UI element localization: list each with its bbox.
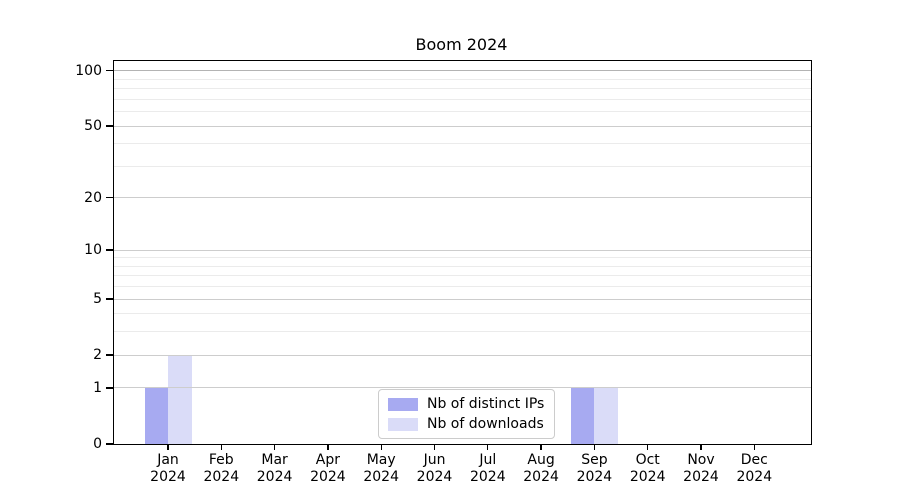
- x-axis-tick: [380, 444, 382, 450]
- y-axis-tick: [106, 197, 113, 199]
- x-axis-tick-label: Jan 2024: [133, 452, 203, 486]
- y-axis-tick-label: 10: [84, 242, 102, 259]
- x-axis-tick: [700, 444, 702, 450]
- bar: [144, 387, 168, 444]
- x-axis-tick-label: Jul 2024: [453, 452, 523, 486]
- x-axis-tick-label: Feb 2024: [186, 452, 256, 486]
- month-label: May: [366, 452, 396, 468]
- month-label: Nov: [687, 452, 715, 468]
- major-gridline: [114, 197, 811, 199]
- y-axis-tick-label: 2: [93, 347, 102, 364]
- x-axis-tick: [433, 444, 436, 450]
- minor-gridline: [114, 98, 811, 100]
- y-axis-tick-label: 100: [75, 62, 102, 79]
- minor-gridline: [114, 111, 811, 113]
- month-label: Mar: [261, 452, 288, 468]
- month-label: Oct: [635, 452, 660, 468]
- major-gridline: [114, 125, 811, 127]
- x-axis-tick: [593, 444, 596, 450]
- x-axis-tick: [487, 444, 489, 450]
- month-label: Jul: [479, 452, 497, 468]
- year-label: 2024: [256, 469, 293, 485]
- minor-gridline: [114, 88, 811, 90]
- major-gridline: [114, 298, 811, 300]
- bar: [594, 387, 618, 444]
- minor-gridline: [114, 143, 811, 145]
- legend-swatch-distinct-ips: [388, 397, 418, 411]
- legend-label: Nb of distinct IPs: [427, 396, 545, 412]
- year-label: 2024: [736, 469, 773, 485]
- x-axis-tick: [273, 444, 276, 450]
- minor-gridline: [114, 275, 811, 277]
- year-label: 2024: [203, 469, 240, 485]
- y-axis-tick-label: 5: [93, 291, 102, 308]
- minor-gridline: [114, 313, 811, 315]
- month-label: Apr: [315, 452, 340, 468]
- y-axis-tick-label: 50: [84, 118, 102, 135]
- month-label: Feb: [208, 452, 234, 468]
- x-axis-tick: [540, 444, 542, 450]
- y-axis-tick: [106, 70, 113, 72]
- month-label: Dec: [740, 452, 768, 468]
- major-gridline: [114, 70, 811, 72]
- y-axis-tick: [106, 443, 113, 445]
- y-axis-tick-label: 0: [93, 436, 102, 452]
- minor-gridline: [114, 257, 811, 259]
- year-label: 2024: [469, 469, 506, 485]
- x-axis-tick: [753, 444, 755, 450]
- plot-area: Nb of distinct IPs Nb of downloads 0 1 2 5 1…: [75, 60, 812, 485]
- month-label: Sep: [581, 452, 608, 468]
- y-axis-tick: [106, 387, 113, 389]
- legend-item-distinct-ips: Nb of distinct IPs: [388, 396, 544, 412]
- month-label: Jun: [423, 452, 446, 468]
- x-axis-tick-label: Apr 2024: [293, 452, 363, 486]
- bar: [570, 387, 595, 444]
- x-axis-tick-label: Oct 2024: [613, 452, 683, 486]
- minor-gridline: [114, 265, 811, 267]
- year-label: 2024: [576, 469, 613, 485]
- x-axis-tick-label: May 2024: [346, 452, 416, 486]
- y-axis-tick: [106, 354, 113, 356]
- year-label: 2024: [523, 469, 559, 485]
- major-gridline: [114, 354, 811, 356]
- x-axis-tick-label: Jun 2024: [400, 452, 470, 486]
- x-axis-tick: [220, 444, 222, 450]
- year-label: 2024: [416, 469, 453, 485]
- chart-title: Boom 2024: [415, 35, 508, 54]
- bar: [168, 355, 192, 444]
- major-gridline: [114, 387, 811, 389]
- year-label: 2024: [150, 469, 186, 485]
- legend-item-downloads: Nb of downloads: [388, 416, 544, 432]
- x-axis-tick-label: Sep 2024: [559, 452, 629, 486]
- x-axis-tick-label: Mar 2024: [240, 452, 310, 486]
- y-axis-tick: [106, 249, 113, 251]
- x-axis-tick: [167, 444, 169, 450]
- y-axis-tick-label: 20: [84, 189, 102, 206]
- x-axis-tick: [327, 444, 329, 450]
- legend-swatch-downloads: [388, 417, 418, 431]
- minor-gridline: [114, 78, 811, 80]
- legend-label: Nb of downloads: [427, 416, 544, 432]
- y-axis-tick: [106, 125, 113, 127]
- x-axis-tick-label: Nov 2024: [666, 452, 736, 486]
- x-axis-tick: [647, 444, 649, 450]
- year-label: 2024: [683, 469, 719, 485]
- month-label: Aug: [527, 452, 555, 468]
- minor-gridline: [114, 331, 811, 333]
- month-label: Jan: [157, 452, 179, 468]
- year-label: 2024: [363, 469, 399, 485]
- legend: Nb of distinct IPs Nb of downloads: [378, 389, 556, 439]
- minor-gridline: [114, 286, 811, 288]
- y-axis-tick: [106, 298, 113, 300]
- year-label: 2024: [629, 469, 666, 485]
- minor-gridline: [114, 165, 811, 167]
- y-axis-tick-label: 1: [93, 379, 102, 396]
- x-axis-tick-label: Dec 2024: [719, 452, 789, 486]
- major-gridline: [114, 249, 811, 251]
- year-label: 2024: [310, 469, 346, 485]
- x-axis-tick-label: Aug 2024: [506, 452, 576, 486]
